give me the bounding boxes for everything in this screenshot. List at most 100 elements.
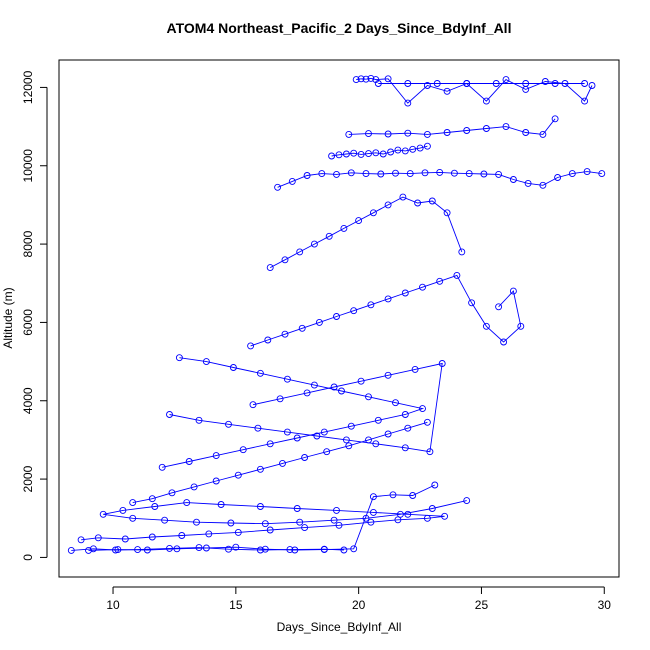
series-line [250, 274, 522, 347]
data-point [502, 123, 510, 131]
data-point [288, 177, 296, 185]
data-point [217, 501, 225, 508]
data-point [377, 170, 385, 178]
data-series-13 [374, 80, 589, 87]
data-point [274, 183, 282, 191]
data-point [554, 174, 562, 181]
data-point [394, 516, 402, 524]
data-point [409, 492, 417, 499]
data-point [374, 416, 382, 424]
data-point [310, 240, 318, 248]
series-line [348, 118, 556, 135]
data-point [89, 545, 97, 553]
data-point [369, 493, 377, 501]
data-point [318, 170, 326, 178]
data-point [335, 151, 343, 159]
series-line [81, 500, 467, 541]
data-point [355, 217, 363, 225]
series-line [162, 357, 425, 468]
plot-frame [58, 59, 620, 578]
data-point [315, 318, 323, 326]
series-line [132, 421, 428, 504]
data-point [539, 130, 547, 138]
data-point [261, 545, 269, 553]
data-point [433, 80, 441, 87]
data-point [367, 518, 375, 526]
data-point [261, 520, 269, 528]
data-point [195, 416, 203, 424]
data-point [178, 532, 186, 539]
x-tick-label: 30 [598, 598, 612, 612]
data-point [399, 193, 407, 201]
series-line [277, 171, 602, 188]
data-point [212, 477, 220, 485]
data-series-11 [345, 115, 559, 138]
data-point [234, 528, 242, 536]
data-point [414, 199, 422, 207]
data-point [423, 514, 431, 522]
y-tick-label: 8000 [21, 230, 35, 257]
data-point [392, 399, 399, 407]
data-point [365, 393, 372, 401]
data-point [458, 248, 466, 256]
data-point [345, 130, 353, 138]
data-point [99, 510, 107, 518]
data-point [185, 458, 193, 465]
data-point [234, 471, 242, 479]
data-point [436, 168, 444, 176]
data-point [401, 411, 409, 418]
data-point [330, 516, 338, 524]
data-point [362, 170, 370, 178]
data-point [254, 424, 262, 432]
data-point [357, 150, 365, 158]
data-point [320, 546, 328, 554]
data-point [495, 303, 503, 311]
data-point [463, 127, 471, 134]
data-point [325, 232, 333, 240]
data-point [522, 80, 530, 87]
data-point [404, 510, 412, 518]
data-series-1 [67, 544, 348, 554]
data-point [67, 546, 75, 554]
data-point [281, 330, 289, 338]
data-series-4 [129, 418, 431, 507]
data-point [598, 170, 606, 178]
data-point [303, 172, 311, 179]
y-tick-label: 6000 [21, 309, 35, 336]
y-axis: 0 2000 4000 6000 8000 10000 12000 [21, 70, 48, 561]
data-point [389, 491, 397, 499]
data-point [161, 516, 169, 524]
data-point [333, 170, 340, 178]
data-point [367, 74, 375, 82]
data-point [293, 505, 301, 512]
data-point [384, 371, 392, 379]
data-point [350, 545, 358, 553]
data-point [129, 514, 137, 522]
data-point [463, 80, 471, 87]
x-tick-label: 10 [106, 598, 120, 612]
data-point [227, 519, 235, 527]
data-point [94, 534, 102, 542]
data-point [205, 530, 213, 538]
data-point [114, 546, 122, 554]
data-point [581, 80, 589, 87]
data-point [480, 170, 488, 178]
data-series-12 [352, 74, 596, 107]
data-point [369, 508, 377, 516]
data-point [239, 446, 247, 454]
data-point [517, 322, 525, 330]
data-point [190, 483, 198, 491]
data-point [166, 411, 173, 418]
data-point [509, 176, 517, 183]
data-point [404, 424, 412, 432]
y-tick-label: 4000 [21, 387, 35, 414]
data-point [500, 338, 508, 346]
data-point [524, 179, 532, 187]
data-point [409, 145, 417, 153]
data-point [482, 322, 490, 330]
data-point [362, 75, 370, 83]
data-point [423, 142, 431, 150]
data-point [328, 152, 336, 160]
data-point [369, 209, 377, 217]
chart-title: ATOM4 Northeast_Pacific_2 Days_Since_Bdy… [167, 20, 512, 36]
